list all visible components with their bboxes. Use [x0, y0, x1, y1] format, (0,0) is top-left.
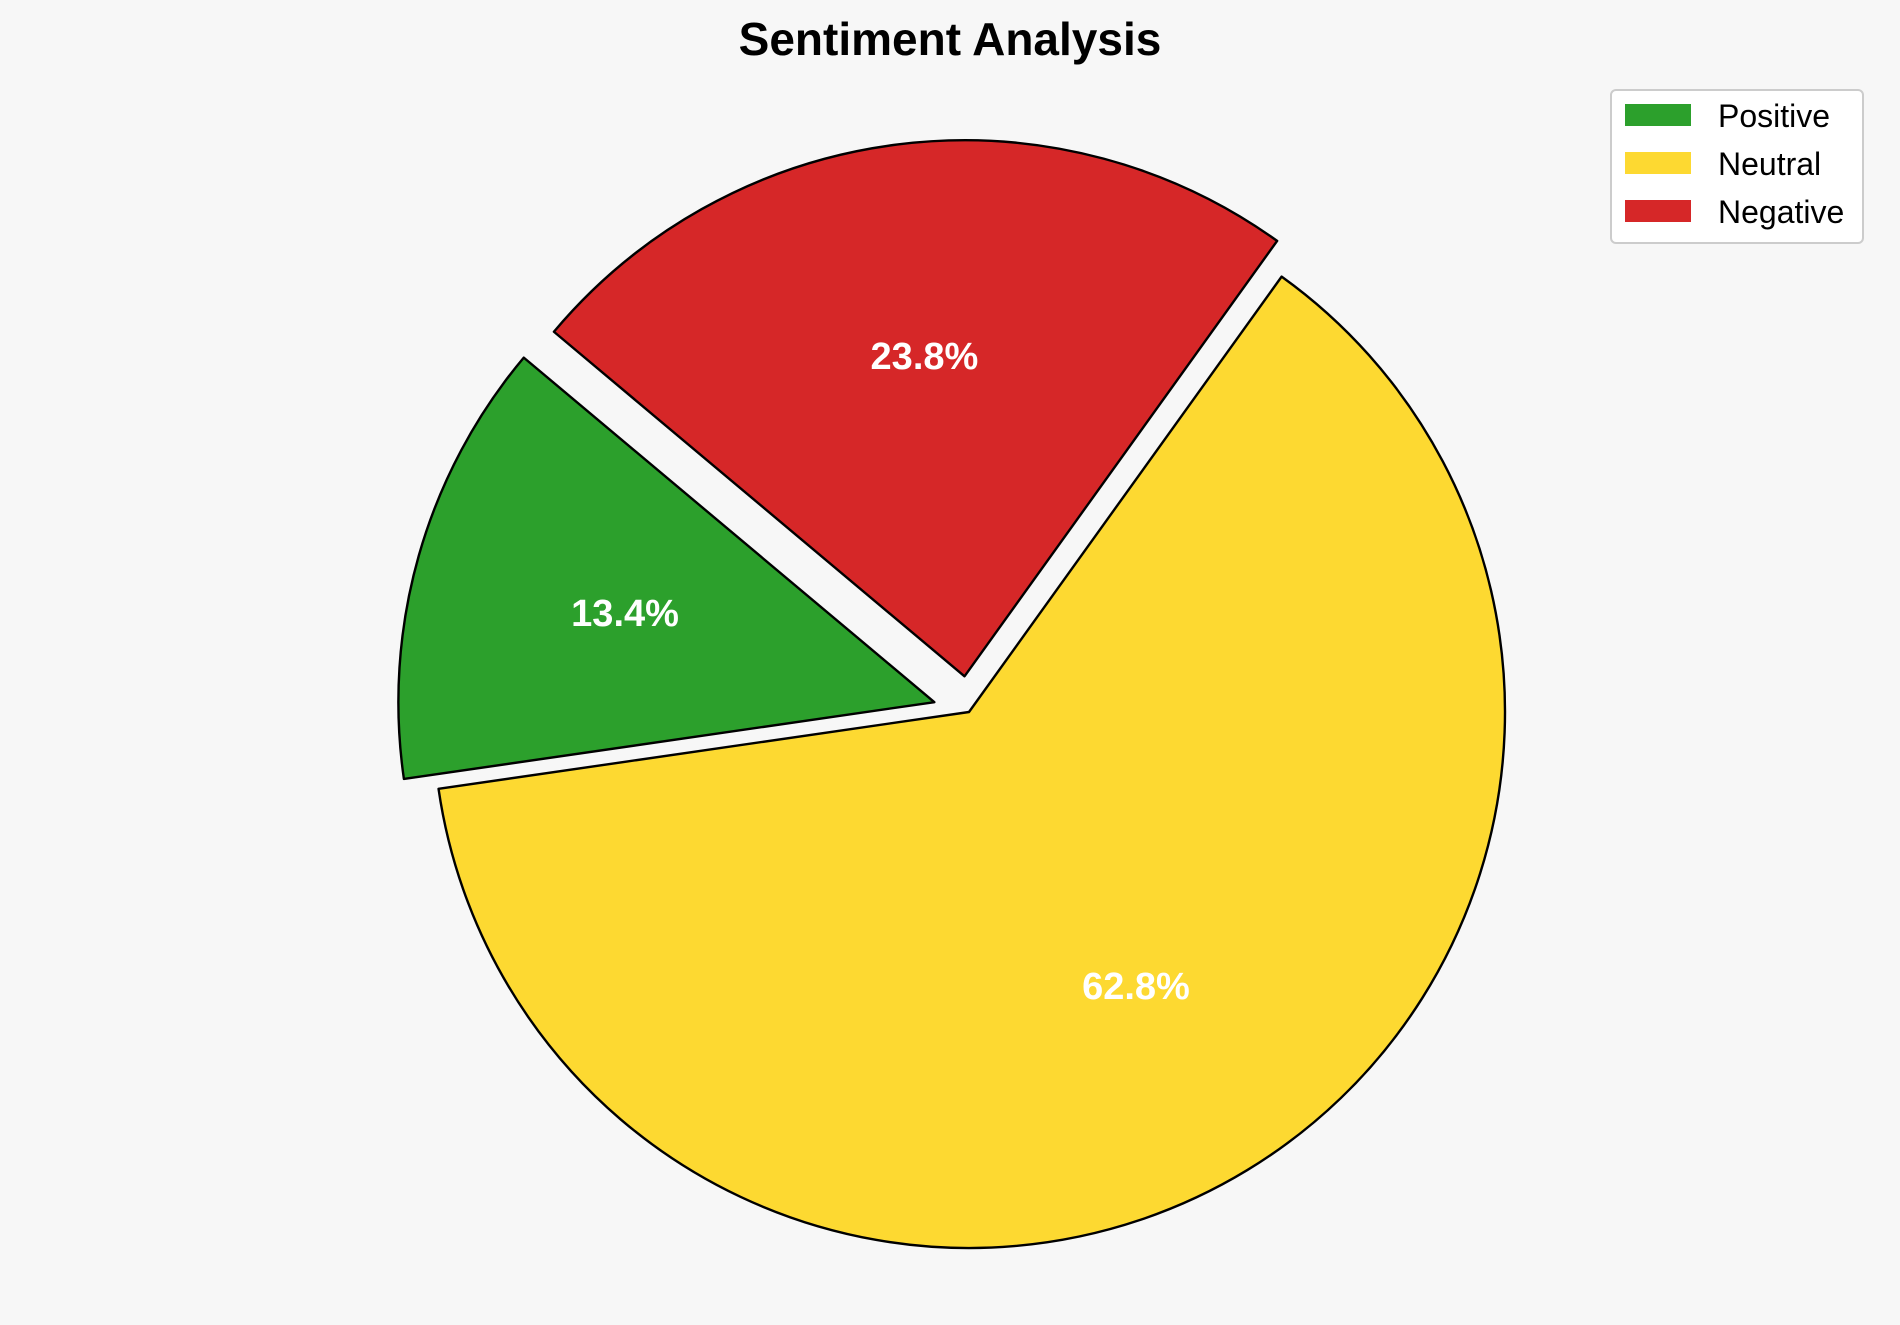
pie-value-labels: 13.4% 62.8% 23.8% [571, 336, 1190, 1008]
chart-title: Sentiment Analysis [739, 13, 1162, 65]
legend-label-positive: Positive [1718, 98, 1830, 134]
pie-label-negative: 23.8% [871, 336, 979, 378]
legend: Positive Neutral Negative [1610, 89, 1864, 244]
pie-label-positive: 13.4% [571, 593, 679, 635]
legend-label-neutral: Neutral [1718, 146, 1821, 182]
legend-swatch-positive [1625, 104, 1691, 126]
pie-slices [397, 139, 1507, 1250]
pie-slice-positive [397, 356, 936, 781]
legend-swatch-negative [1625, 200, 1691, 222]
legend-swatch-neutral [1625, 152, 1691, 174]
pie-label-neutral: 62.8% [1082, 966, 1190, 1008]
pie-slice-neutral [437, 275, 1507, 1250]
pie-slice-negative [552, 139, 1279, 678]
legend-label-negative: Negative [1718, 194, 1844, 230]
